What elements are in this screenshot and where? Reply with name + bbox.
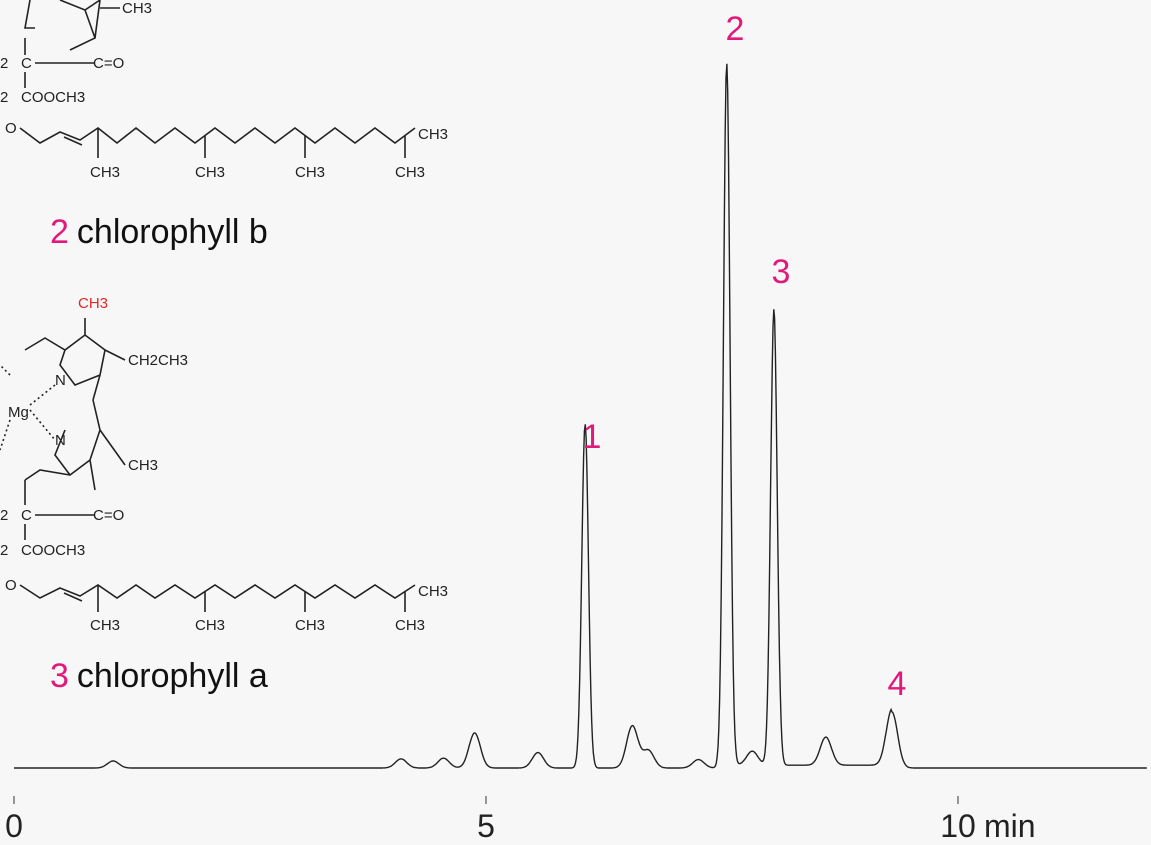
methyl-label-a3: CH3 [295,617,325,634]
compound-number-b: 2 [50,213,69,251]
carbonyl-label-a: C=O [93,507,124,524]
methyl-label-b4: CH3 [395,164,425,181]
chlorophyll-a-structure: CH3 CH2CH3 N Mg N CH3 C C=O 2 COOCH3 2 O… [0,295,448,634]
methyl-label-a2: CH3 [195,617,225,634]
oxygen-label-b: O [5,120,17,137]
chromatogram-trace-layer [14,63,1147,769]
methyl-label-b1: CH3 [90,164,120,181]
peak-label-4: 4 [887,665,907,703]
compound-number-a: 3 [50,657,69,695]
double-bond-b [63,136,83,146]
peak-label-1: 1 [582,418,602,456]
methyl-label-b2: CH3 [195,164,225,181]
methyl-label-b5: CH3 [418,126,448,143]
x-tick-label-10: 10 [940,808,976,844]
peak-label-2: 2 [725,10,745,48]
pyrrole-ring-upper [24,318,126,401]
fragment-2-label-b2: 2 [0,89,8,106]
c-label-b: C [21,55,32,72]
x-tick-label-5: 5 [477,808,495,844]
carbonyl-label-b: C=O [93,55,124,72]
methyl-label-a-ring: CH3 [128,457,158,474]
phytyl-chain-a [19,584,416,599]
methyl-label-a5: CH3 [418,583,448,600]
methyl-label-highlight: CH3 [78,295,108,312]
methyl-label-a1: CH3 [90,617,120,634]
coordination-bonds [0,364,56,451]
nitrogen-label-1: N [55,372,66,389]
peak-label-3: 3 [771,253,791,291]
x-tick-label-0: 0 [5,808,23,844]
chlorophyll-b-structure: CH3 C C=O 2 COOCH3 2 O CH3 CH3 CH3 CH3 C… [0,0,448,181]
methyl-label-b3: CH3 [295,164,325,181]
compound-name-a: chlorophyll a [76,657,268,695]
ester-label-b: COOCH3 [21,89,85,106]
x-axis-ticks [13,796,959,804]
chlorophyll-b-label: 2 chlorophyll b [50,213,268,252]
ester-label-a: COOCH3 [21,542,85,559]
methyl-label-top: CH3 [122,0,152,17]
ethyl-label: CH2CH3 [128,352,188,369]
c-bond [24,38,95,64]
c-label-a: C [21,507,32,524]
chromatogram-trace [14,63,1147,769]
ring-bond-lines [24,0,101,51]
x-axis-unit-label: min [984,808,1036,844]
phytyl-chain-b [19,126,416,145]
pyrrole-ring-lower [24,399,126,491]
nitrogen-label-2: N [55,432,66,449]
chlorophyll-a-label: 3 chlorophyll a [50,657,268,696]
compound-name-b: chlorophyll b [76,213,268,251]
fragment-2-label-a2: 2 [0,542,8,559]
magnesium-label: Mg [8,404,29,421]
fragment-2-label-a1: 2 [0,507,8,524]
double-bond-a [63,592,83,602]
oxygen-label-a: O [5,577,17,594]
methyl-label-a4: CH3 [395,617,425,634]
fragment-2-label-b1: 2 [0,55,8,72]
